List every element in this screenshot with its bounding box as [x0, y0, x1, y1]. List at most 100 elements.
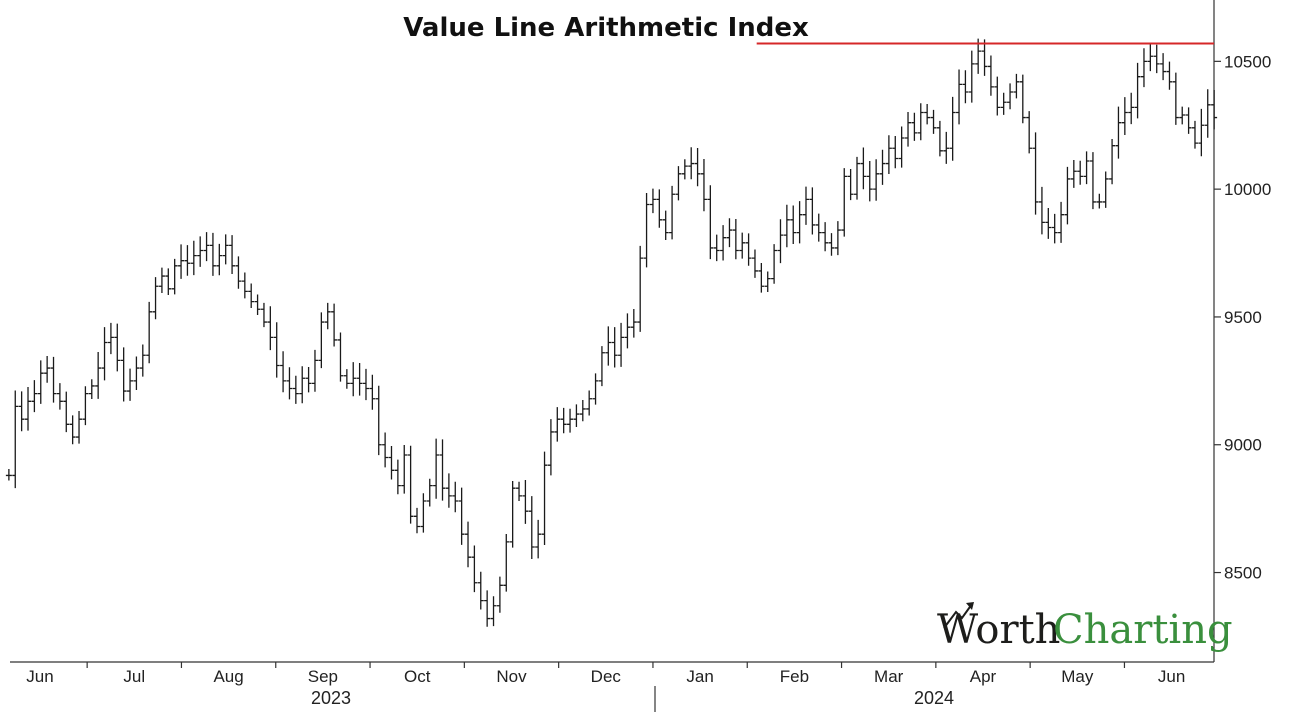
price-bar: [222, 234, 229, 265]
price-bar: [50, 356, 57, 403]
y-tick-label: 10000: [1224, 180, 1271, 199]
x-tick-label: Sep: [308, 667, 338, 686]
price-bar: [637, 245, 644, 332]
price-bar: [76, 411, 83, 444]
price-bar: [758, 263, 765, 293]
price-bar: [866, 161, 873, 202]
y-tick-label: 9500: [1224, 308, 1262, 327]
price-bar: [426, 478, 433, 507]
price-bar: [911, 112, 918, 141]
price-bar: [535, 519, 542, 559]
price-bar: [700, 158, 707, 212]
price-bar: [522, 480, 529, 524]
price-bar: [1045, 208, 1052, 239]
x-tick-label: Feb: [780, 667, 809, 686]
price-bar: [273, 322, 280, 378]
price-bar: [375, 385, 382, 456]
price-bar: [662, 210, 669, 240]
price-bar: [1185, 107, 1192, 134]
price-bar: [1089, 152, 1096, 210]
price-bar: [669, 185, 676, 240]
price-bar: [975, 38, 982, 74]
price-bar: [254, 294, 261, 315]
price-bar: [854, 156, 861, 200]
price-bar: [598, 346, 605, 387]
price-bar: [892, 135, 899, 169]
price-bar: [299, 366, 306, 404]
price-bar: [802, 186, 809, 225]
x-tick-label: Jun: [26, 667, 53, 686]
price-bar: [25, 386, 32, 431]
x-tick-label: Jul: [123, 667, 145, 686]
price-bar: [1109, 139, 1116, 185]
price-bar: [356, 362, 363, 396]
price-bar: [18, 391, 25, 432]
price-bar: [541, 451, 548, 546]
price-bar: [5, 469, 12, 481]
price-bar: [720, 225, 727, 261]
price-bar: [987, 55, 994, 96]
price-bar: [44, 356, 51, 383]
price-bar: [171, 258, 178, 295]
price-bar: [1198, 108, 1205, 157]
price-bar: [311, 349, 318, 392]
price-bar: [707, 185, 714, 260]
price-bar: [675, 166, 682, 201]
price-bar: [1032, 132, 1039, 215]
price-bar: [286, 367, 293, 400]
price-bar: [1179, 106, 1186, 125]
price-bar: [292, 375, 299, 404]
price-bar: [420, 493, 427, 533]
price-bar: [822, 222, 829, 252]
price-bar: [152, 277, 159, 320]
price-bar: [184, 245, 191, 276]
price-bar: [713, 234, 720, 262]
price-bar: [885, 135, 892, 175]
y-tick-label: 8500: [1224, 564, 1262, 583]
price-bar: [331, 303, 338, 347]
x-tick-label: Dec: [591, 667, 622, 686]
price-bar: [898, 126, 905, 168]
x-tick-label: May: [1061, 667, 1094, 686]
price-bar: [968, 50, 975, 103]
price-bar: [930, 109, 937, 134]
price-bar: [643, 192, 650, 268]
price-bar: [267, 306, 274, 351]
price-bar: [567, 408, 574, 433]
price-bar: [1166, 61, 1173, 90]
price-bar: [465, 521, 472, 568]
price-bar: [739, 232, 746, 259]
price-bar: [407, 445, 414, 524]
price-bar: [197, 236, 204, 267]
year-label-2023: 2023: [311, 688, 351, 708]
price-bar: [362, 368, 369, 401]
price-bar: [37, 360, 44, 404]
price-bar: [516, 481, 523, 501]
price-bar: [1064, 166, 1071, 225]
price-bar: [477, 571, 484, 610]
price-bar: [95, 351, 102, 399]
price-bar: [1172, 72, 1179, 125]
price-bar: [949, 96, 956, 161]
x-tick-label: Oct: [404, 667, 431, 686]
price-bar: [834, 221, 841, 256]
price-bar: [1204, 89, 1211, 138]
price-bar: [63, 391, 70, 433]
price-bar: [414, 507, 421, 534]
price-bar: [127, 368, 134, 401]
price-bar: [936, 120, 943, 157]
price-bar: [547, 419, 554, 476]
price-bar: [681, 159, 688, 180]
price-bar: [1211, 89, 1218, 130]
price-bar: [1147, 43, 1154, 72]
price-bar: [943, 131, 950, 164]
price-bar: [1051, 213, 1058, 244]
price-bar: [592, 373, 599, 405]
price-bar: [560, 407, 567, 434]
price-bar: [509, 481, 516, 548]
price-bar: [732, 219, 739, 260]
price-bar: [879, 149, 886, 185]
year-label-2024: 2024: [914, 688, 954, 708]
price-bar: [656, 189, 663, 228]
